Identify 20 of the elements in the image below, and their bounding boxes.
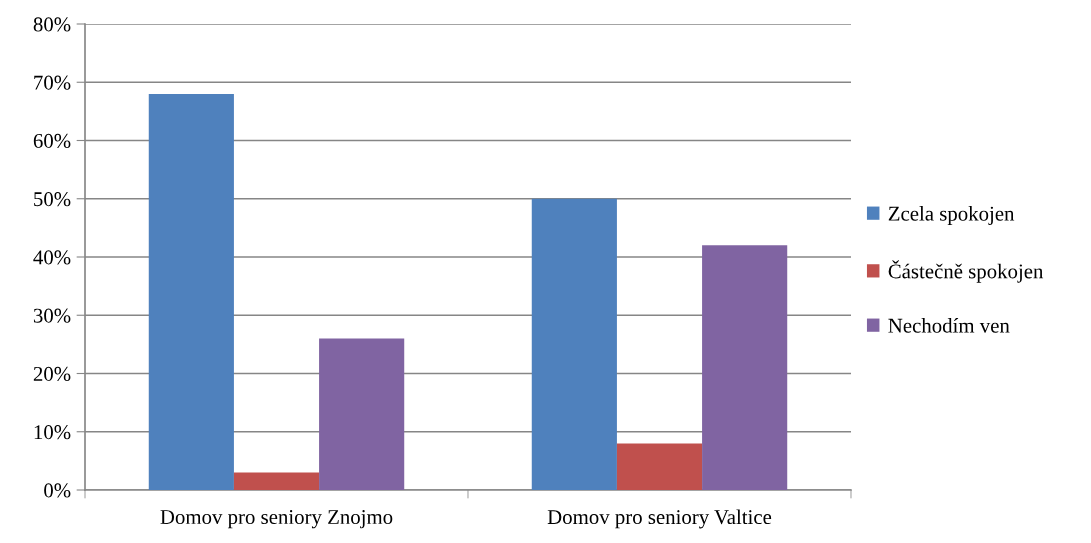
bar (148, 93, 234, 490)
x-tick-label: Domov pro seniory Znojmo (160, 510, 393, 529)
y-tick-label: 20% (33, 366, 71, 381)
bar (531, 198, 617, 490)
bar (319, 338, 405, 490)
legend-label: Zcela spokojen (888, 206, 1015, 225)
y-tick-label: 50% (34, 192, 71, 207)
y-tick-label: 80% (33, 17, 71, 32)
bar (233, 472, 320, 490)
y-tick-label: 70% (34, 75, 71, 90)
y-tick-label: 30% (33, 308, 71, 323)
y-tick-label: 10% (34, 425, 71, 440)
bar (616, 443, 703, 490)
x-tick-label: Domov pro seniory Valtice (547, 509, 772, 529)
bar (702, 245, 788, 490)
legend-label: Nechodím ven (888, 318, 1010, 333)
y-tick-label: 40% (33, 250, 71, 265)
legend-label: Částečně spokojen (888, 260, 1044, 283)
y-tick-label: 0% (44, 483, 71, 498)
y-tick-label: 60% (33, 133, 71, 148)
